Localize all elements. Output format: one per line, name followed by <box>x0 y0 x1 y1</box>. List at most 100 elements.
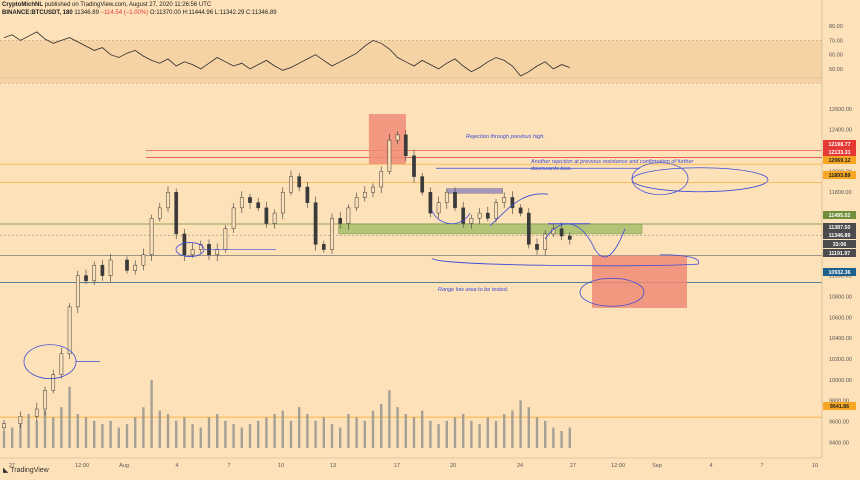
volume-bar <box>486 417 489 448</box>
rsi-pane: 80.00 70.00 60.00 50.00 <box>0 24 843 84</box>
header-line-1: CryptoMichNL published on TradingView.co… <box>2 2 211 8</box>
candle-body <box>289 176 293 193</box>
price-label-box <box>823 231 856 239</box>
volume-bar <box>101 424 104 448</box>
price-tick-label: 10000.00 <box>829 378 852 384</box>
price-tick-label: 11000.00 <box>829 274 852 280</box>
volume-bar <box>35 420 38 448</box>
price-label-text: 9641.86 <box>830 404 849 410</box>
x-tick-label: 20 <box>450 463 456 469</box>
x-tick-label: 27 <box>9 463 15 469</box>
candle-body <box>567 235 572 240</box>
candle-body <box>157 207 162 219</box>
candle-body <box>330 218 334 250</box>
candle-body <box>346 207 351 224</box>
tradingview-logo[interactable]: ◣ TradingView <box>3 466 49 474</box>
author-name: CryptoMichNL <box>2 2 43 8</box>
volume-bar <box>388 390 391 448</box>
candle-body <box>469 218 474 224</box>
price-label-text: 11495.02 <box>829 213 851 219</box>
volume-bar <box>273 414 276 448</box>
volume-bar <box>68 386 71 448</box>
volume-bar <box>355 417 358 448</box>
candle-body <box>125 259 129 271</box>
price-label-box <box>823 402 856 410</box>
volume-bar <box>322 417 325 448</box>
price-label-box <box>823 171 856 179</box>
x-tick-label: 4 <box>175 463 178 469</box>
drawn-zones <box>338 114 687 308</box>
volume-bar <box>11 427 14 448</box>
candle-body <box>272 212 277 224</box>
volume-bar <box>158 410 161 448</box>
x-tick-label: 10 <box>812 463 818 469</box>
symbol-name: BINANCE:BTCUSDT, 180 <box>2 10 73 16</box>
volume-bar <box>380 403 383 448</box>
target-zone <box>592 255 687 308</box>
volume-bar <box>150 380 153 448</box>
volume-bar <box>248 424 252 448</box>
candle-body <box>395 134 400 141</box>
candle-body <box>412 155 416 177</box>
volume-bar <box>339 427 342 448</box>
candle-body <box>239 197 244 209</box>
x-tick-label: 24 <box>517 463 523 469</box>
x-tick-label: 4 <box>709 463 712 469</box>
price-label-text: 12133.31 <box>828 150 850 156</box>
candle-body <box>43 390 47 410</box>
candle-body <box>305 186 310 203</box>
volume-bar <box>544 420 547 448</box>
volume-bar <box>84 417 88 448</box>
publish-text: published on TradingView.com, August 27,… <box>44 2 212 8</box>
volume-bar <box>429 420 432 448</box>
price-label-text: 11893.89 <box>829 173 851 179</box>
volume-bar <box>314 420 317 448</box>
volume-bar <box>183 417 186 448</box>
candle-body <box>2 423 6 429</box>
volume-bar <box>462 414 465 448</box>
annotation-downwards-bias: downwards bias. <box>531 166 572 172</box>
price-label-box <box>823 211 856 219</box>
price-tick-label: 12600.00 <box>829 107 852 113</box>
volume-bar <box>109 420 112 448</box>
candle-body <box>494 202 498 219</box>
volume-bar <box>347 414 350 448</box>
candle-body <box>502 197 507 203</box>
x-tick-label: 27 <box>570 463 576 469</box>
candle-body <box>485 212 490 219</box>
price-label-box <box>823 140 856 148</box>
candle-body <box>461 207 466 224</box>
candle-body <box>444 191 449 203</box>
x-tick-label: 12:00 <box>75 463 89 469</box>
candle-body <box>34 408 39 417</box>
price-label-box <box>823 156 856 164</box>
candle-body <box>223 228 228 250</box>
volume-bar <box>298 407 301 448</box>
price-labels: 12198.77 12133.31 12069.12 11893.89 11495.02… <box>823 140 856 410</box>
rsi-tick-label: 50.00 <box>829 67 843 73</box>
price-label-text: 12198.77 <box>828 142 850 148</box>
volume-bar <box>240 427 243 448</box>
candle-body <box>248 197 252 203</box>
hand-drawn-annotations <box>23 162 769 379</box>
last-price: 11346.89 <box>74 10 99 16</box>
volume-bar <box>134 417 137 448</box>
volume-bar <box>117 427 120 448</box>
volume-bar <box>27 414 30 448</box>
candle-body <box>182 233 187 256</box>
volume-bar <box>494 420 498 448</box>
candle-body <box>297 176 302 188</box>
rsi-tick-label: 60.00 <box>829 53 843 59</box>
price-tick-label: 10200.00 <box>829 357 852 363</box>
volume-bar <box>281 410 284 448</box>
candle-body <box>92 264 97 282</box>
projection-path <box>544 223 626 258</box>
x-tick-label: Aug <box>119 463 129 469</box>
price-tick-label: 10800.00 <box>829 294 852 300</box>
price-tick-label: 9400.00 <box>829 440 849 446</box>
volume-bar <box>93 420 96 448</box>
volume-bar <box>76 414 79 448</box>
x-axis: 27 12:00 Aug 4 7 10 13 17 20 24 27 12:00 Sep 4 7 10 <box>0 457 822 469</box>
price-label-text: 11191.97 <box>829 251 851 257</box>
